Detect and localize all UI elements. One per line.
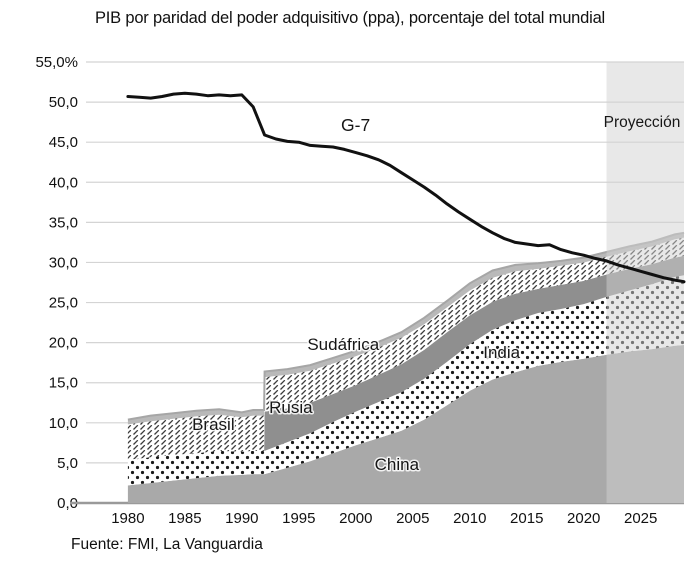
y-axis-tick-label: 45,0 [49, 134, 78, 151]
x-axis-tick-label: 1990 [225, 510, 258, 527]
y-axis-tick-label: 30,0 [49, 254, 78, 271]
area-brasil [127, 237, 684, 460]
stack-top-edge [127, 231, 685, 421]
x-axis-tick-label: 2010 [453, 510, 486, 527]
x-axis-tick-label: 2005 [396, 510, 429, 527]
y-axis-tick-label: 35,0 [49, 214, 78, 231]
x-axis-tick-label: 1985 [168, 510, 201, 527]
area-label-sudafrica: Sudáfrica [307, 335, 379, 354]
area-rusia [127, 256, 684, 460]
area-label-india: India [483, 343, 520, 362]
x-axis-tick-label: 2020 [567, 510, 600, 527]
area-china [127, 345, 684, 503]
projection-band [606, 62, 684, 503]
area-label-rusia: Rusia [269, 398, 313, 417]
x-axis-tick-label: 2000 [339, 510, 372, 527]
x-axis-tick-label: 2025 [624, 510, 657, 527]
source-note: Fuente: FMI, La Vanguardia [71, 536, 263, 553]
g7-line [126, 91, 686, 284]
y-axis-tick-label: 15,0 [49, 375, 78, 392]
x-axis-tick-label: 1995 [282, 510, 315, 527]
y-axis-tick-label: 10,0 [49, 415, 78, 432]
y-axis-tick-label: 5,0 [57, 455, 78, 472]
y-axis-tick-label: 55,0% [35, 54, 78, 71]
area-sudafrica [127, 232, 684, 425]
area-india [127, 275, 684, 486]
x-axis-tick-label: 1980 [111, 510, 144, 527]
area-label-china: China [375, 455, 420, 474]
y-axis-tick-label: 20,0 [49, 335, 78, 352]
y-axis-tick-label: 50,0 [49, 94, 78, 111]
chart-title: PIB por paridad del poder adquisitivo (p… [94, 9, 606, 27]
x-axis-tick-label: 2015 [510, 510, 543, 527]
y-axis-tick-label: 25,0 [49, 295, 78, 312]
area-label-brasil: Brasil [192, 415, 235, 434]
projection-label: Proyección [603, 114, 681, 131]
y-axis-tick-label: 40,0 [49, 174, 78, 191]
g7-line-label: G-7 [341, 115, 371, 135]
y-axis-tick-label: 0,0 [57, 495, 78, 512]
